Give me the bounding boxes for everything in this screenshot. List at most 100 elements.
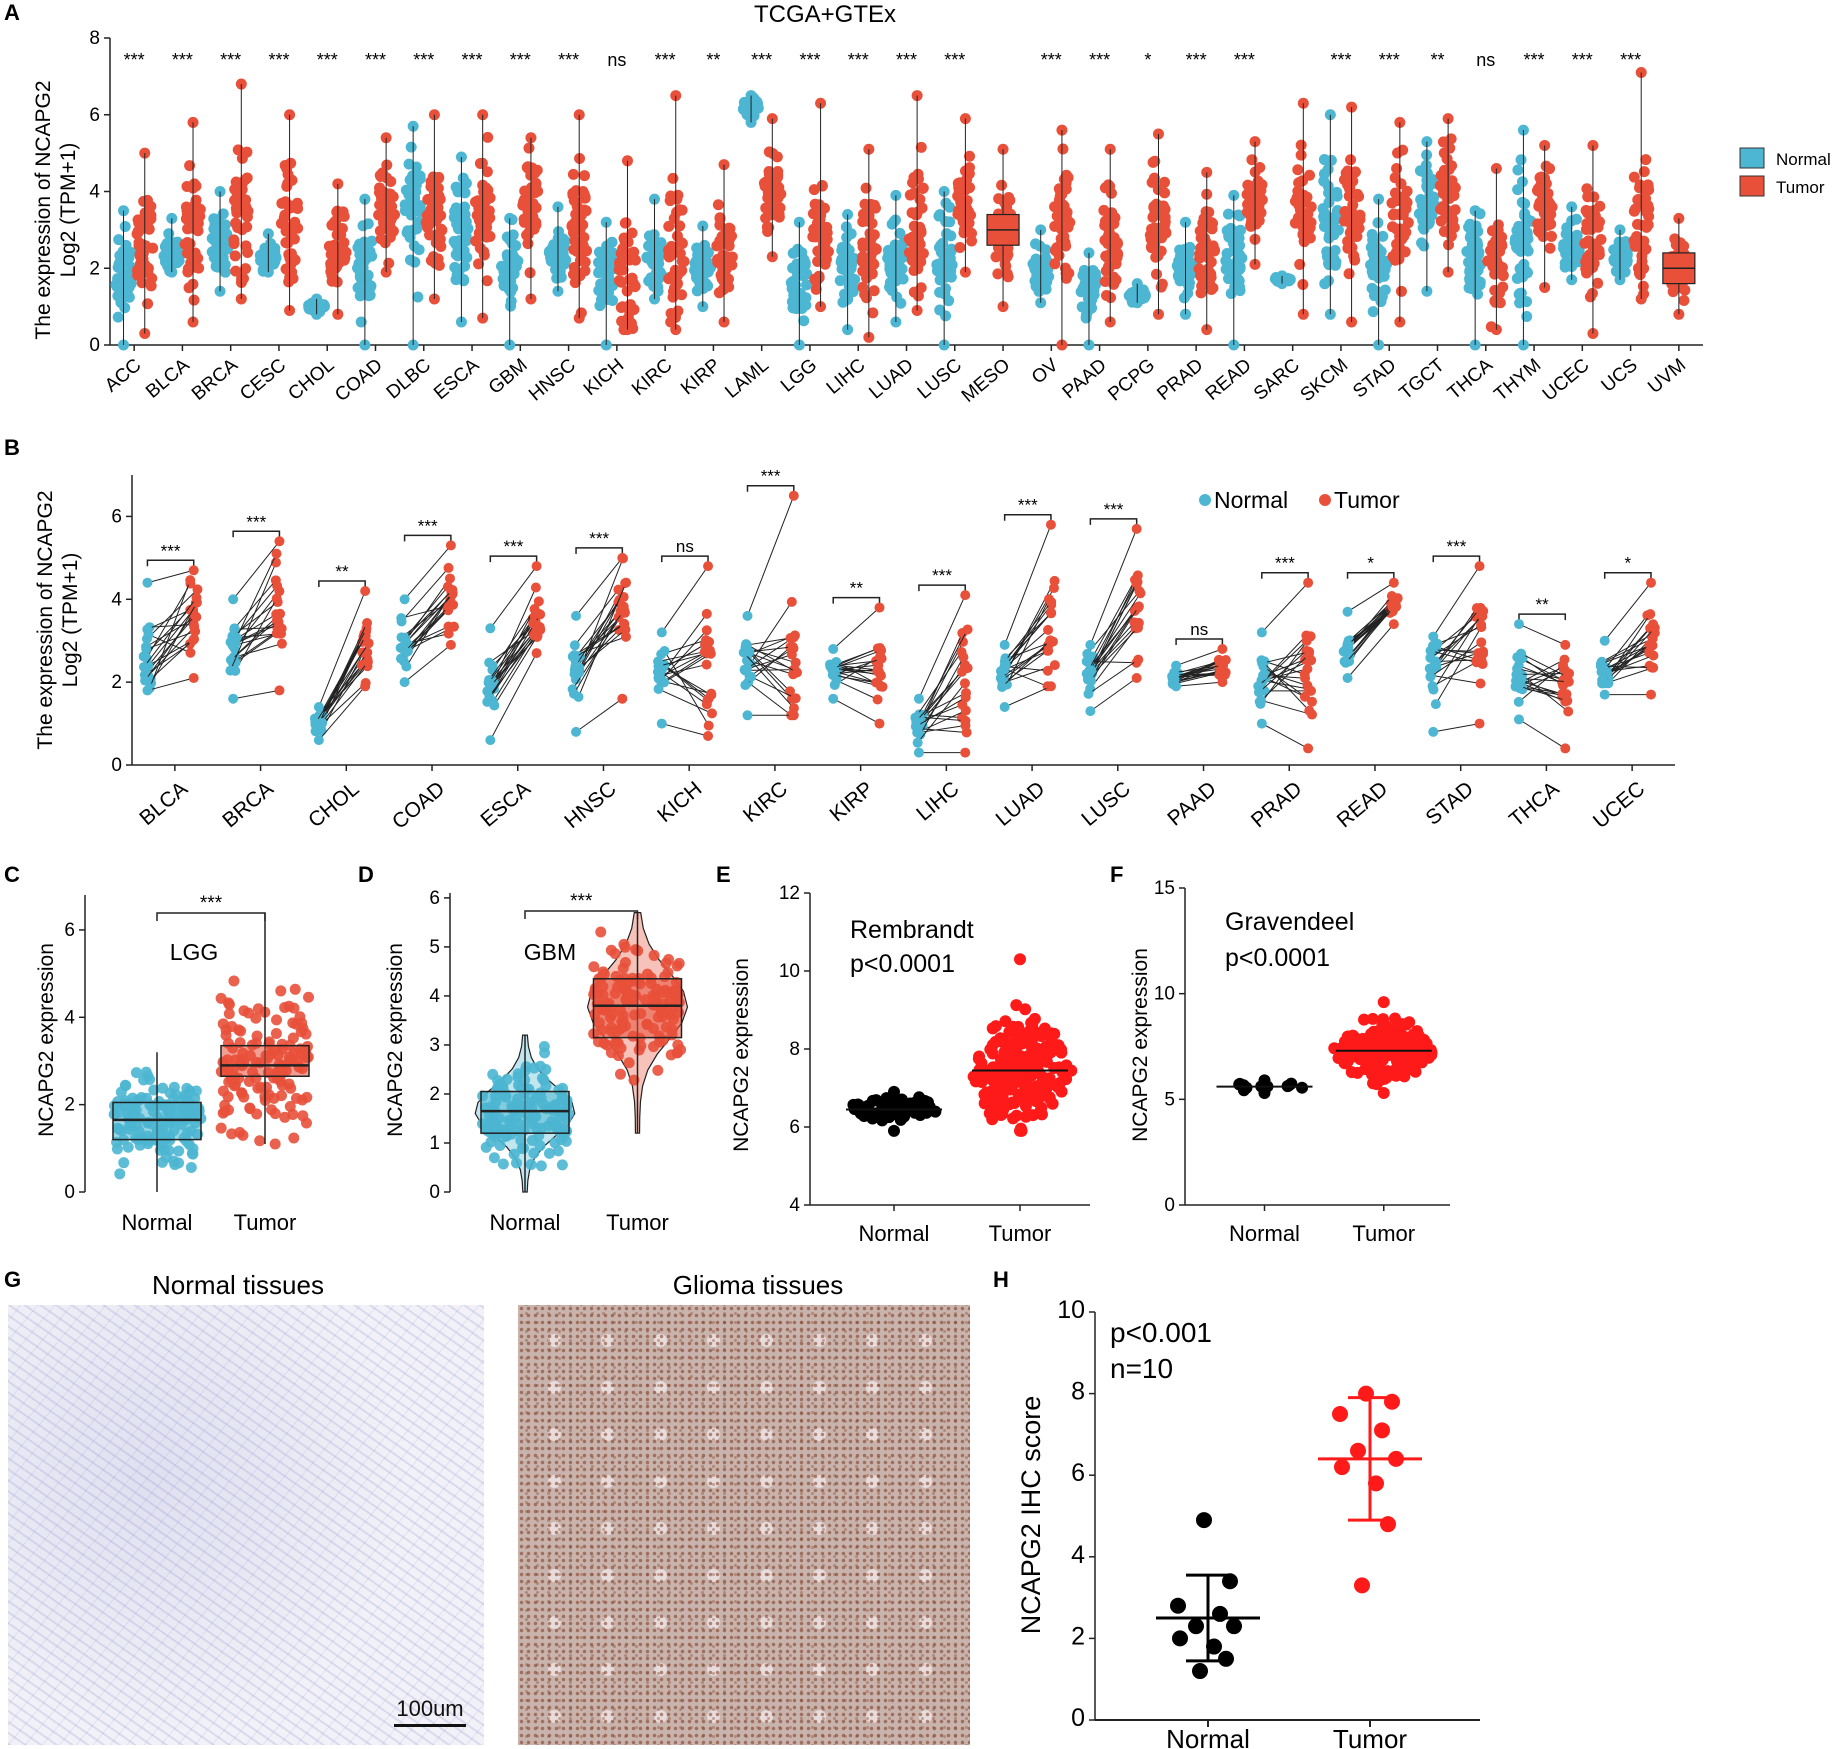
panel-a-tumor-point xyxy=(1196,267,1208,279)
panel-b-x-tick-label: STAD xyxy=(1421,777,1477,830)
panel-b-normal-point xyxy=(659,646,670,657)
panel-a-tumor-point xyxy=(714,213,726,225)
panel-a-normal-point xyxy=(265,238,277,250)
panel-d-normal-point xyxy=(494,1140,506,1152)
panel-b-pair-line xyxy=(147,609,191,630)
panel-c-significance-bracket xyxy=(156,912,266,921)
panel-b-normal-extreme-point xyxy=(571,726,582,737)
panel-b-tumor-point xyxy=(1045,607,1056,618)
panel-b-tumor-point xyxy=(271,593,282,604)
panel-a-tumor-point xyxy=(1395,178,1407,190)
panel-b-tumor-extreme-point xyxy=(1388,619,1399,630)
panel-b-tumor-point xyxy=(1476,637,1487,648)
panel-a-tumor-point xyxy=(1099,182,1111,194)
panel-b-tumor-point xyxy=(1301,635,1312,646)
panel-b-significance-bracket xyxy=(575,547,624,554)
panel-b-normal-point xyxy=(1257,658,1268,669)
panel-b-tumor-point xyxy=(443,601,454,612)
panel-b-tumor-extreme-point xyxy=(188,565,199,576)
panel-c-tumor-box xyxy=(220,1044,310,1078)
panel-b-pair-line xyxy=(1345,604,1397,664)
panel-a-normal-point xyxy=(119,221,131,233)
panel-a-normal-point xyxy=(944,216,956,228)
panel-a-normal-point xyxy=(1181,264,1193,276)
panel-a-tumor-point xyxy=(1536,175,1548,187)
panel-a-tumor-point xyxy=(1438,187,1450,199)
panel-b-normal-extreme-point xyxy=(1085,639,1096,650)
panel-b-ylabel-line1: The expression of NCAPG2 xyxy=(34,490,57,749)
panel-b-tumor-point xyxy=(271,628,282,639)
panel-d-x-tick-label: Normal xyxy=(490,1210,561,1235)
panel-b-pair-line xyxy=(488,623,534,684)
panel-a-x-tick-label: UCS xyxy=(1598,355,1642,397)
panel-e-normal-point xyxy=(923,1100,936,1113)
panel-a-tumor-point xyxy=(1200,206,1212,218)
panel-a-x-tick-label: LGG xyxy=(777,355,821,397)
panel-b-normal-point xyxy=(487,660,498,671)
panel-a-normal-point xyxy=(354,249,366,261)
panel-b-pair-line xyxy=(1002,587,1055,679)
panel-b-x-tick-label: LIHC xyxy=(912,777,963,825)
panel-e-normal-max-point xyxy=(888,1085,900,1098)
panel-a-normal-point xyxy=(1319,278,1331,290)
panel-a-tumor-point xyxy=(289,216,301,228)
panel-b-tumor-point xyxy=(185,647,196,658)
panel-a-x-tick-label: UVM xyxy=(1644,355,1690,398)
panel-a-tumor-point xyxy=(285,248,297,260)
panel-a-normal-point xyxy=(944,201,956,213)
panel-e-normal-point xyxy=(913,1091,926,1104)
panel-a-normal-point xyxy=(1425,199,1437,211)
panel-b-normal-point xyxy=(997,681,1008,692)
panel-a-tumor-point xyxy=(713,287,725,299)
panel-a-tumor-point xyxy=(953,181,965,193)
panel-a-tumor-point xyxy=(809,273,821,285)
panel-b-pair-line xyxy=(1433,723,1480,733)
panel-a-significance-label: *** xyxy=(558,50,579,70)
panel-a-tumor-point xyxy=(861,292,873,304)
panel-b-tumor-point xyxy=(1476,619,1487,630)
panel-a-x-tick-label: READ xyxy=(1202,355,1256,405)
panel-a-normal-point xyxy=(1089,268,1101,280)
panel-e-normal-point xyxy=(852,1099,865,1112)
panel-a-normal-point xyxy=(1086,292,1098,304)
panel-a-tumor-point xyxy=(767,199,779,211)
panel-d-tumor-point xyxy=(618,938,630,950)
panel-b-normal-extreme-point xyxy=(1428,631,1439,642)
panel-b-tumor-extreme-point xyxy=(788,710,799,721)
panel-a-normal-point xyxy=(1516,196,1528,208)
panel-b-significance-label: ** xyxy=(1536,595,1550,614)
panel-a-normal-point xyxy=(452,204,464,216)
panel-b-tumor-point xyxy=(1303,683,1314,694)
panel-b-pair-line xyxy=(917,725,966,734)
panel-c-tumor-point xyxy=(237,1129,249,1141)
panel-a-x-tick-label: THCA xyxy=(1444,355,1497,405)
panel-a-tumor-point xyxy=(1148,172,1160,184)
panel-a-normal-point xyxy=(366,235,378,247)
panel-b-pair-line xyxy=(748,651,793,700)
panel-c-normal-point xyxy=(111,1143,123,1155)
panel-a-normal-point xyxy=(934,209,946,221)
panel-a-normal-point xyxy=(792,268,804,280)
panel-b-pair-line xyxy=(1001,644,1049,681)
panel-b-tumor-extreme-point xyxy=(874,718,885,729)
panel-a-significance-label: *** xyxy=(751,50,772,70)
panel-e-tumor-point xyxy=(1010,999,1023,1012)
panel-a-tumor-point xyxy=(1100,290,1112,302)
panel-a-significance-label: *** xyxy=(365,50,386,70)
panel-a-tumor-point xyxy=(1195,287,1207,299)
panel-a-significance-label: *** xyxy=(462,50,483,70)
panel-a-tumor-point xyxy=(1395,285,1407,297)
panel-a-tumor-point xyxy=(1110,274,1122,286)
panel-b-significance-label: *** xyxy=(1018,496,1038,515)
panel-b-pair-line xyxy=(747,681,792,716)
panel-a-tumor-point xyxy=(1387,209,1399,221)
panel-c-tumor-point xyxy=(275,985,287,997)
panel-a-tumor-point xyxy=(285,200,297,212)
panel-a-x-tick-label: ESCA xyxy=(430,355,483,405)
panel-a-normal-point xyxy=(459,222,471,234)
panel-b-pair-line xyxy=(1261,582,1309,633)
panel-c-normal-point xyxy=(164,1087,176,1099)
panel-b-tumor-point xyxy=(1133,654,1144,665)
panel-b-pair-line xyxy=(1004,629,1049,668)
panel-b-significance-label: ** xyxy=(335,562,349,581)
